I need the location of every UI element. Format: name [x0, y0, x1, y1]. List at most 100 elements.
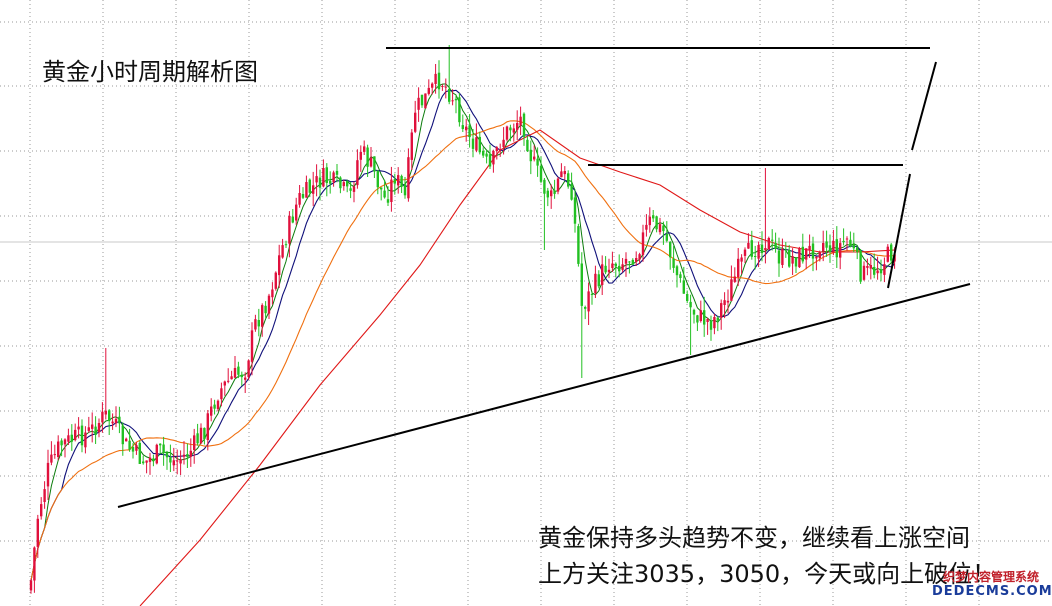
candle-body	[492, 151, 495, 165]
candle-body	[788, 250, 791, 267]
candle-body	[339, 177, 342, 189]
candle	[57, 435, 60, 461]
candle	[278, 244, 281, 288]
candle	[604, 256, 607, 275]
candle-body	[179, 459, 182, 464]
candle	[247, 359, 250, 380]
candle-body	[77, 426, 80, 430]
candle-body	[403, 184, 407, 196]
candle-body	[250, 330, 254, 362]
candle-body	[621, 264, 624, 270]
candle-body	[805, 248, 808, 260]
candle-body	[502, 139, 505, 148]
candle-body	[29, 580, 33, 591]
candle	[63, 438, 67, 458]
candle-body	[869, 265, 872, 269]
candle	[879, 259, 883, 282]
candle	[359, 145, 362, 172]
candle-body	[798, 248, 801, 268]
candle-body	[138, 442, 141, 464]
candle-body	[706, 319, 709, 322]
candle	[118, 406, 121, 434]
candle	[70, 424, 73, 451]
candle-body	[709, 320, 713, 330]
candle	[512, 123, 515, 142]
candle-body	[580, 263, 583, 306]
candle-body	[849, 239, 852, 247]
ma-long-line	[139, 129, 896, 606]
candle-body	[465, 126, 468, 131]
candle-body	[363, 146, 366, 152]
annotation-line-1: 黄金保持多头趋势不变，继续看上涨空间	[538, 524, 970, 552]
candle	[509, 124, 512, 142]
candle-body	[645, 224, 648, 230]
candle-body	[590, 294, 594, 295]
candle-body	[437, 72, 441, 90]
candle-body	[522, 113, 526, 137]
candle	[363, 140, 366, 155]
candle-body	[886, 246, 889, 262]
candle-body	[291, 216, 294, 223]
candle	[427, 79, 430, 96]
candle-body	[852, 244, 855, 249]
candle-body	[57, 441, 60, 457]
candle-body	[145, 460, 148, 463]
candle	[594, 265, 597, 298]
candle	[97, 418, 101, 438]
candle	[339, 176, 342, 194]
candle	[737, 248, 740, 286]
candle	[335, 164, 339, 183]
candle	[791, 248, 794, 275]
candle-body	[577, 226, 580, 264]
candle-body	[818, 252, 821, 259]
candle	[757, 241, 760, 268]
candle	[308, 178, 311, 198]
candle	[720, 299, 723, 330]
candle-body	[716, 317, 719, 321]
candle-body	[295, 204, 298, 221]
candle	[475, 123, 478, 153]
candle	[543, 178, 546, 250]
candle-body	[87, 427, 90, 431]
candle-body	[468, 125, 471, 138]
candle	[220, 382, 223, 407]
candle	[754, 245, 757, 270]
candle	[43, 481, 46, 509]
candle	[400, 174, 403, 193]
candle	[828, 234, 832, 263]
candle	[835, 226, 838, 268]
candle-body	[196, 433, 199, 444]
candle	[80, 419, 84, 453]
candle	[876, 256, 879, 280]
candle	[346, 179, 349, 193]
candle	[485, 149, 488, 164]
candle-body	[720, 303, 723, 318]
candle-body	[373, 156, 376, 172]
candle-body	[142, 461, 145, 464]
candle-body	[325, 167, 328, 183]
candle-body	[757, 245, 760, 259]
candle-body	[427, 87, 430, 94]
candle	[692, 308, 696, 324]
candle-body	[454, 98, 458, 101]
candle	[101, 402, 104, 433]
candle	[747, 233, 750, 249]
candle-body	[70, 434, 73, 442]
candle	[329, 171, 332, 194]
candle-body	[556, 178, 560, 192]
candle-body	[227, 380, 230, 382]
candle-body	[726, 300, 730, 303]
candle-body	[312, 185, 315, 194]
candle	[454, 94, 458, 114]
candle	[29, 578, 33, 594]
candle-body	[420, 94, 424, 106]
candle-body	[165, 452, 169, 458]
candle	[369, 147, 373, 168]
candle-body	[176, 460, 179, 462]
candle	[189, 438, 192, 467]
candle	[842, 228, 845, 246]
candle-body	[488, 154, 492, 167]
candle-body	[733, 276, 736, 282]
candle-body	[553, 190, 556, 194]
